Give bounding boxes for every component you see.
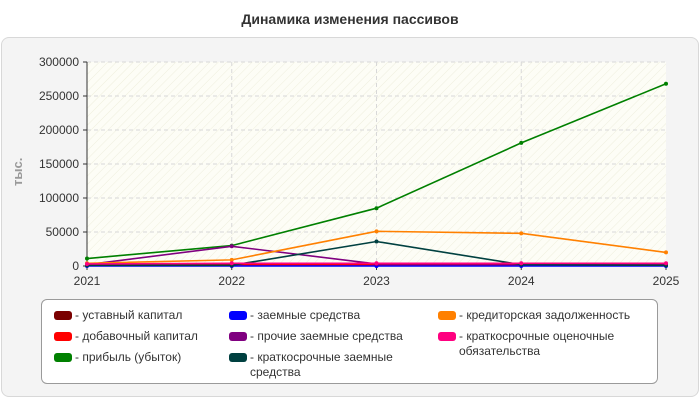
legend-label: краткосрочные заемные средства (250, 350, 434, 380)
data-point (374, 261, 379, 266)
data-point (519, 231, 524, 236)
legend-item[interactable]: уставный капитал (54, 308, 229, 323)
y-tick-label: 150000 (39, 157, 79, 171)
y-tick-label: 300000 (39, 55, 79, 69)
legend-item[interactable]: прочие заемные средства (229, 329, 434, 344)
legend-label: краткосрочные оценочные обязательства (459, 329, 653, 359)
y-tick-label: 200000 (39, 123, 79, 137)
legend-item[interactable]: краткосрочные заемные средства (229, 350, 434, 380)
data-point (229, 257, 234, 262)
data-point (374, 206, 379, 211)
y-tick-label: 0 (72, 259, 79, 273)
legend-item[interactable]: кредиторская задолженность (438, 308, 653, 323)
data-point (519, 140, 524, 145)
data-point (229, 261, 234, 266)
legend-item[interactable]: прибыль (убыток) (54, 350, 229, 365)
legend-label: кредиторская задолженность (459, 308, 630, 323)
legend-swatch (438, 311, 456, 320)
legend-swatch (229, 311, 247, 320)
legend-item[interactable]: добавочный капитал (54, 329, 229, 344)
chart-title: Динамика изменения пассивов (241, 11, 459, 27)
legend-label: прочие заемные средства (250, 329, 402, 344)
x-tick-label: 2024 (508, 274, 535, 288)
data-point (664, 81, 668, 86)
data-point (229, 244, 234, 249)
x-tick-label: 2025 (653, 274, 680, 288)
legend-swatch (54, 353, 72, 362)
chart-legend: уставный капитал добавочный капитал прибыл… (41, 299, 658, 384)
y-axis-label: тыс. (10, 157, 25, 186)
x-tick-label: 2021 (74, 274, 101, 288)
data-point (519, 261, 524, 266)
x-tick-label: 2023 (363, 274, 390, 288)
x-tick-label: 2022 (218, 274, 245, 288)
legend-swatch (54, 332, 72, 341)
legend-swatch (54, 311, 72, 320)
legend-swatch (229, 353, 247, 362)
legend-swatch (438, 332, 456, 341)
data-point (85, 256, 89, 261)
data-point (664, 250, 668, 255)
legend-label: добавочный капитал (75, 329, 198, 344)
legend-label: прибыль (убыток) (75, 350, 181, 365)
data-point (374, 239, 379, 244)
data-point (664, 261, 668, 266)
legend-label: уставный капитал (75, 308, 182, 323)
legend-item[interactable]: краткосрочные оценочные обязательства (438, 329, 653, 359)
y-tick-label: 100000 (39, 191, 79, 205)
series-7 (85, 261, 668, 266)
legend-item[interactable]: заемные средства (229, 308, 434, 323)
legend-swatch (229, 332, 247, 341)
y-tick-label: 250000 (39, 89, 79, 103)
data-point (374, 229, 379, 234)
data-point (85, 261, 89, 266)
legend-label: заемные средства (250, 308, 360, 323)
y-tick-label: 50000 (46, 225, 80, 239)
